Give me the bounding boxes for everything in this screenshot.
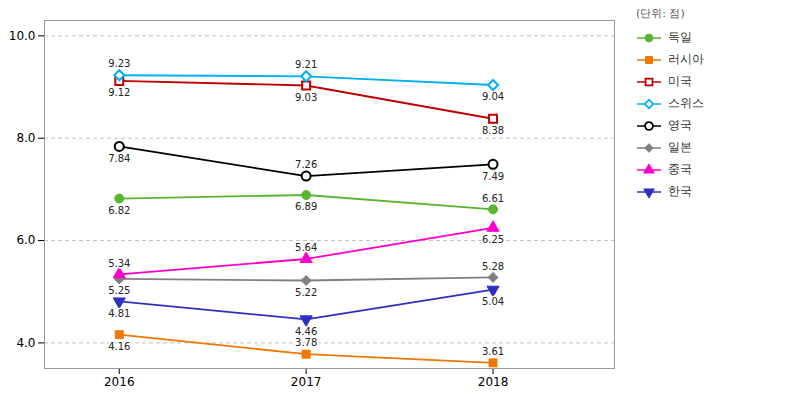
svg-text:9.03: 9.03 [295, 92, 317, 103]
svg-text:5.04: 5.04 [482, 296, 504, 307]
svg-text:8.0: 8.0 [16, 131, 35, 145]
html-text:미국: 미국 [668, 74, 692, 88]
svg-text:4.0: 4.0 [16, 336, 35, 350]
html-text:한국: 한국 [668, 184, 692, 198]
svg-text:5.28: 5.28 [482, 261, 504, 272]
svg-text:4.16: 4.16 [108, 341, 130, 352]
svg-text:9.21: 9.21 [295, 59, 317, 70]
svg-text:6.61: 6.61 [482, 193, 504, 204]
svg-text:9.12: 9.12 [108, 87, 130, 98]
svg-text:4.46: 4.46 [295, 326, 317, 337]
svg-text:7.84: 7.84 [108, 153, 130, 164]
svg-text:5.22: 5.22 [295, 287, 317, 298]
svg-text:2017: 2017 [291, 375, 322, 389]
html-text:(단위: 점): (단위: 점) [636, 7, 685, 20]
svg-text:5.34: 5.34 [108, 258, 130, 269]
svg-text:6.25: 6.25 [482, 234, 504, 245]
html-text:스위스: 스위스 [668, 96, 704, 110]
html-text:일본: 일본 [668, 140, 692, 154]
html-text:러시아: 러시아 [668, 52, 704, 66]
html-text:독일: 독일 [668, 30, 692, 44]
svg-text:2016: 2016 [104, 375, 135, 389]
svg-text:9.23: 9.23 [108, 58, 130, 69]
svg-text:4.81: 4.81 [108, 308, 130, 319]
svg-text:6.82: 6.82 [108, 205, 130, 216]
svg-text:9.04: 9.04 [482, 91, 504, 102]
svg-text:7.26: 7.26 [295, 159, 317, 170]
svg-text:3.61: 3.61 [482, 346, 504, 357]
svg-text:8.38: 8.38 [482, 125, 504, 136]
svg-text:2018: 2018 [478, 375, 509, 389]
html-text:영국: 영국 [668, 118, 692, 132]
svg-text:7.49: 7.49 [482, 171, 504, 182]
svg-text:5.64: 5.64 [295, 242, 317, 253]
svg-text:3.78: 3.78 [295, 337, 317, 348]
svg-text:6.0: 6.0 [16, 233, 35, 247]
svg-text:10.0: 10.0 [9, 29, 36, 43]
svg-text:6.89: 6.89 [295, 201, 317, 212]
svg-text:5.25: 5.25 [108, 285, 130, 296]
html-text:중국: 중국 [668, 162, 692, 176]
